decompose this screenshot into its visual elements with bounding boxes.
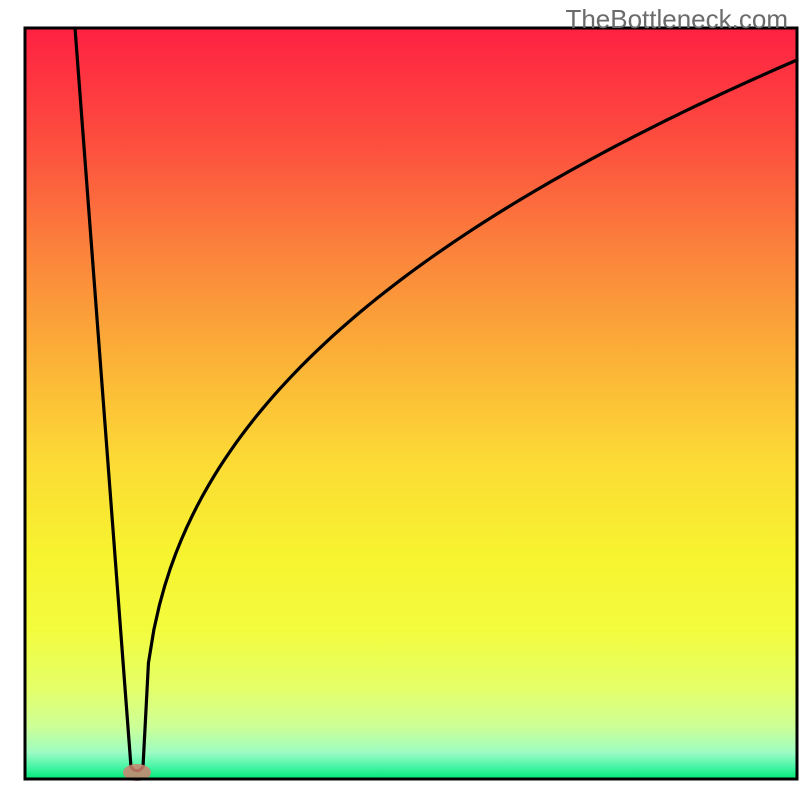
- chart-stage: TheBottleneck.com: [0, 0, 800, 800]
- gradient-background: [25, 28, 797, 779]
- bottleneck-chart: [0, 0, 800, 800]
